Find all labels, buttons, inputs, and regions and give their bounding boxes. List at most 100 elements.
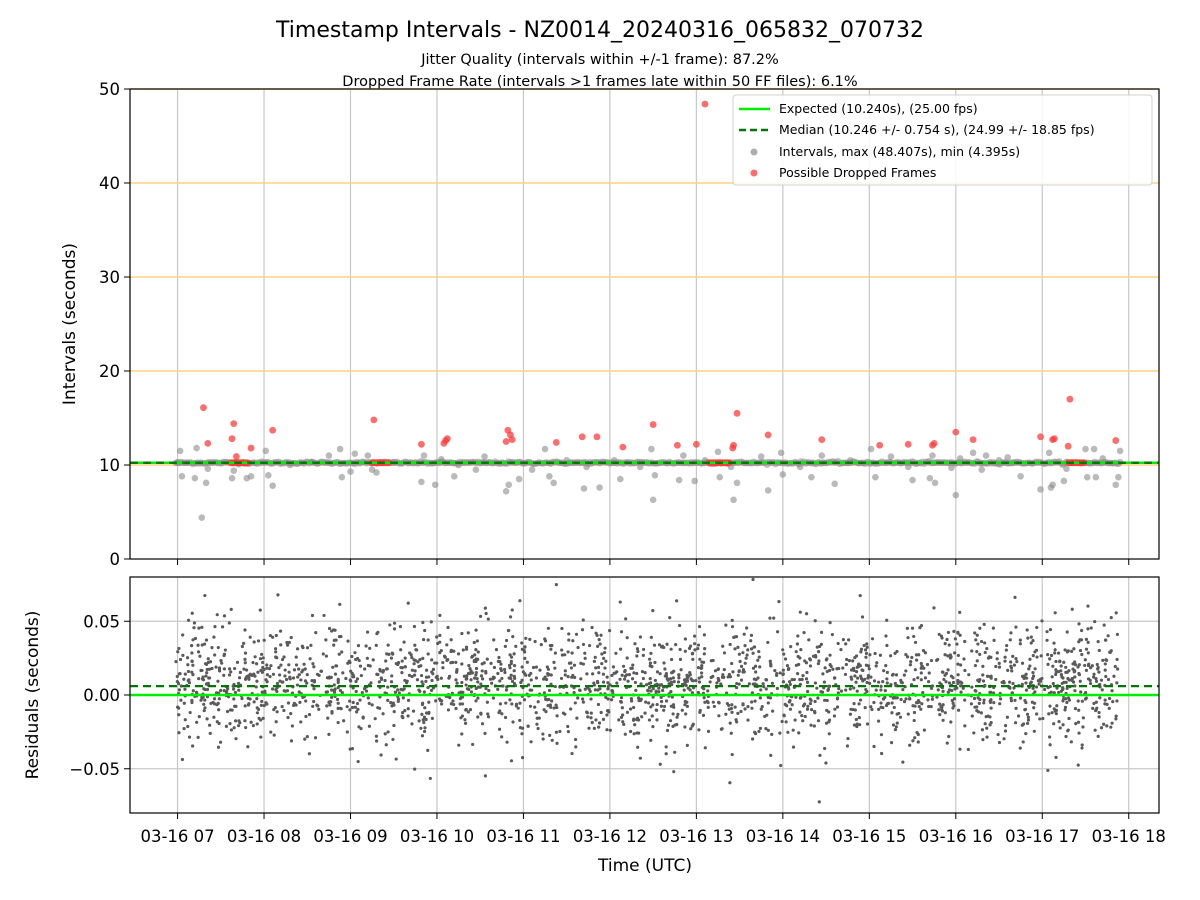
residual-point [295,683,300,687]
interval-point [929,452,936,459]
residual-point [1003,655,1007,659]
residual-point [550,699,554,703]
residual-point [662,708,666,712]
residual-point [480,722,485,726]
residual-point [358,698,362,702]
residual-point [265,680,269,684]
residual-point [496,687,500,691]
residual-point [222,653,226,658]
residual-point [930,697,935,701]
residual-point [1041,716,1045,721]
residual-point [821,672,825,676]
residual-point [1053,648,1057,652]
residual-point [970,714,974,718]
residual-point [427,675,431,679]
residual-point [1045,630,1049,634]
interval-point [909,476,916,484]
residual-point [955,642,959,646]
residual-point [570,651,574,655]
residual-point [1065,630,1069,634]
residual-point [1025,712,1030,716]
residual-point [781,680,786,684]
residual-point [209,701,213,706]
residual-point [346,661,350,665]
residual-point [669,690,673,694]
residual-point [596,681,600,685]
residual-point [358,664,363,668]
residual-point [601,672,606,676]
residual-point [895,712,899,716]
residual-point [452,649,456,653]
residual-point [197,626,201,630]
residual-point [475,676,479,681]
residual-point [483,606,487,610]
residual-point [550,643,554,648]
residual-point [975,705,979,709]
residual-point [408,651,412,655]
interval-point [178,472,186,480]
residual-point [174,660,178,664]
residual-point [312,665,316,669]
residual-point [182,726,186,731]
residual-point [709,675,713,680]
residual-point [1018,696,1023,700]
residual-point [282,708,286,713]
dropped-frame-point [552,439,560,446]
residual-point [183,672,187,676]
residual-point [505,740,509,744]
residual-point [516,706,520,710]
interval-point [202,479,210,487]
residual-point [589,697,593,701]
residual-point [500,712,504,716]
residual-point [892,705,896,710]
residual-point [863,648,868,652]
residual-point [669,647,673,651]
residual-point [989,721,993,725]
residual-point [884,664,888,668]
residual-point [1003,729,1008,733]
residual-point [706,700,710,705]
residual-point [500,676,504,681]
residual-point [911,739,915,743]
residual-point [258,608,262,612]
residual-point [386,643,390,647]
residual-point [429,620,433,624]
residual-point [512,664,517,668]
residual-point [331,665,335,669]
residual-point [575,716,579,720]
residual-point [866,676,870,680]
residual-point [623,677,627,681]
residuals-expected-median-lines [130,685,1159,697]
residual-point [392,723,396,728]
dropped-frame-point [952,428,960,436]
residual-point [534,711,538,715]
residual-point [1084,668,1089,672]
residual-point [1023,707,1028,712]
residual-point [1104,658,1108,662]
residual-point [769,753,773,758]
interval-point [351,450,359,458]
residual-point [917,700,921,704]
residual-point [261,665,265,670]
residual-point [228,722,232,726]
residual-point [369,681,373,685]
residual-point [518,701,522,705]
residual-point [805,707,810,711]
residual-point [1047,712,1051,716]
residual-point [415,678,420,682]
residual-point [693,642,697,646]
residual-point [424,717,428,722]
residual-point [220,625,225,629]
residual-point [762,685,766,689]
residual-point [572,691,576,695]
residual-point [635,654,639,658]
residual-point [1094,679,1099,683]
interval-point [796,463,804,471]
residual-point [499,662,503,666]
x-tick-label-6: 03-16 13 [659,827,733,846]
residual-point [583,687,587,691]
residual-point [966,747,970,752]
residual-point [261,656,265,660]
residual-point [958,610,962,614]
